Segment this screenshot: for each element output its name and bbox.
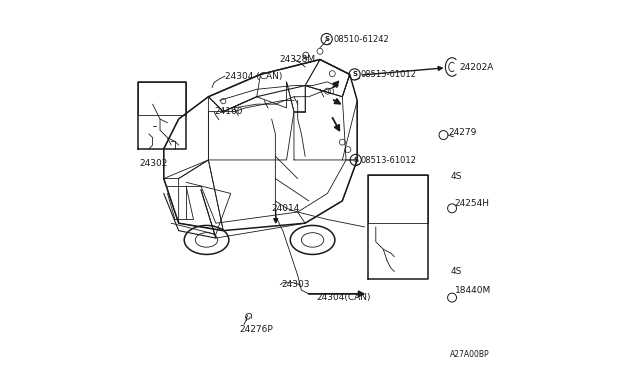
- Text: 24276P: 24276P: [239, 325, 273, 334]
- Text: 24303: 24303: [281, 280, 310, 289]
- Text: S: S: [324, 36, 329, 42]
- Text: 24254H: 24254H: [454, 199, 490, 208]
- Text: 18440M: 18440M: [454, 286, 491, 295]
- Text: 4S: 4S: [451, 267, 462, 276]
- Text: A27A00BP: A27A00BP: [450, 350, 490, 359]
- Text: S: S: [353, 157, 358, 163]
- Text: 24304(CAN): 24304(CAN): [316, 293, 371, 302]
- Text: 08513-61012: 08513-61012: [361, 156, 417, 165]
- Text: 24304 (CAN): 24304 (CAN): [225, 72, 282, 81]
- Text: 08513-61012: 08513-61012: [361, 70, 417, 79]
- Text: 24160: 24160: [214, 107, 243, 116]
- Text: 24014: 24014: [271, 204, 300, 213]
- Text: 24279: 24279: [449, 128, 477, 137]
- Text: S: S: [352, 71, 357, 77]
- Text: 08510-61242: 08510-61242: [333, 35, 388, 44]
- Text: 24328M: 24328M: [279, 55, 316, 64]
- Text: 24302: 24302: [140, 159, 168, 168]
- Text: 24202A: 24202A: [460, 63, 494, 72]
- Text: 4S: 4S: [451, 172, 462, 181]
